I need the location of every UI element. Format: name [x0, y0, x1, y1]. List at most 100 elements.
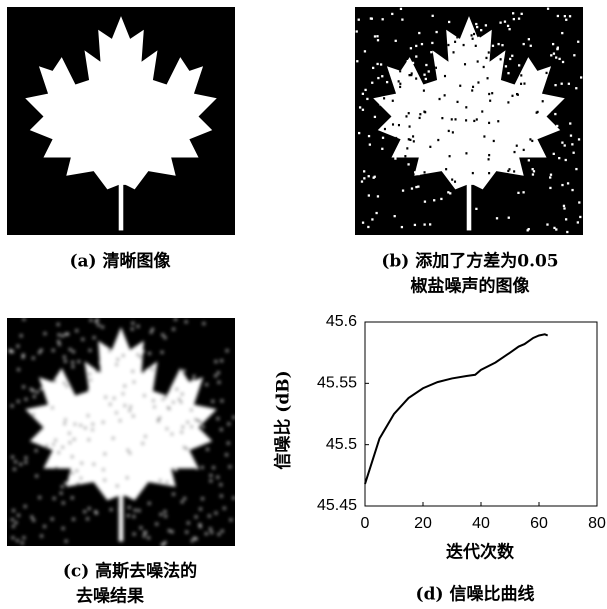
noise	[562, 61, 564, 63]
noise	[542, 100, 544, 102]
noise	[363, 177, 365, 179]
noise	[579, 216, 581, 218]
noise	[193, 537, 195, 539]
noisy-image	[355, 7, 583, 235]
noise	[82, 338, 84, 340]
noise	[507, 170, 509, 172]
noise	[159, 417, 161, 419]
noise	[392, 100, 394, 102]
noise	[523, 82, 525, 84]
noise	[448, 21, 450, 23]
noise	[126, 477, 128, 479]
noise	[501, 44, 503, 46]
noise	[218, 381, 220, 383]
noise	[113, 397, 115, 399]
noise	[143, 394, 145, 396]
noise	[175, 469, 177, 471]
noise	[137, 325, 139, 327]
noise	[22, 354, 24, 356]
noise	[488, 51, 490, 53]
noise	[64, 423, 66, 425]
noise	[32, 357, 34, 359]
noise	[72, 366, 74, 368]
noise	[220, 428, 222, 430]
noise	[568, 83, 570, 85]
noise	[449, 192, 451, 194]
noise	[376, 63, 378, 65]
noise	[17, 514, 19, 516]
noise	[157, 419, 159, 421]
noise	[117, 358, 119, 360]
noise	[90, 379, 92, 381]
noise	[90, 319, 92, 321]
noise	[14, 461, 16, 463]
noise	[424, 111, 426, 113]
noise	[369, 143, 371, 145]
noise	[172, 493, 174, 495]
noise	[190, 409, 192, 411]
y-tick-label: 45.45	[317, 497, 357, 514]
noise	[380, 63, 382, 65]
noise	[71, 472, 73, 474]
noise	[488, 158, 490, 160]
noise	[217, 417, 219, 419]
noise	[487, 77, 489, 79]
noise	[406, 147, 408, 149]
noise	[161, 351, 163, 353]
noise	[472, 38, 474, 40]
noise	[223, 507, 225, 509]
noise	[561, 32, 563, 34]
noise	[513, 151, 515, 153]
noise	[565, 218, 567, 220]
noise	[485, 24, 487, 26]
noise	[445, 168, 447, 170]
noise	[454, 41, 456, 43]
noise	[77, 483, 79, 485]
noise	[195, 418, 197, 420]
noise	[399, 83, 401, 85]
noise	[552, 43, 554, 45]
noise	[444, 75, 446, 77]
noise	[513, 18, 515, 20]
x-tick-label: 80	[588, 515, 606, 532]
noise	[122, 354, 124, 356]
noise	[547, 8, 549, 10]
noise	[480, 29, 482, 31]
noise	[132, 322, 134, 324]
noise	[210, 474, 212, 476]
noise	[110, 508, 112, 510]
noise	[392, 123, 394, 125]
noise	[95, 511, 97, 513]
y-tick-label: 45.55	[317, 375, 357, 392]
noise	[22, 386, 24, 388]
noise	[80, 424, 82, 426]
noise	[81, 462, 83, 464]
noise	[448, 130, 450, 132]
noise	[61, 486, 63, 488]
noise	[11, 519, 13, 521]
noise	[550, 54, 552, 56]
noise	[511, 95, 513, 97]
noise	[414, 224, 416, 226]
noise	[172, 401, 174, 403]
noise	[508, 28, 510, 30]
noise	[394, 215, 396, 217]
noise	[550, 174, 552, 176]
noise	[166, 428, 168, 430]
noise	[362, 93, 364, 95]
x-tick-label: 40	[472, 515, 490, 532]
noise	[566, 231, 568, 233]
noise	[358, 19, 360, 21]
page: (a) 清晰图像 (b) 添加了方差为0.05 椒盐噪声的图像 (c) 高斯去噪…	[0, 0, 607, 609]
caption: (b) 添加了方差为0.05	[381, 251, 558, 272]
noise	[112, 437, 114, 439]
noise	[374, 116, 376, 118]
noise	[528, 38, 530, 40]
noise	[217, 476, 219, 478]
denoised-image	[7, 318, 235, 546]
noise	[62, 502, 64, 504]
noise	[408, 74, 410, 76]
noise	[181, 501, 183, 503]
noise	[12, 537, 14, 539]
noise	[489, 100, 491, 102]
